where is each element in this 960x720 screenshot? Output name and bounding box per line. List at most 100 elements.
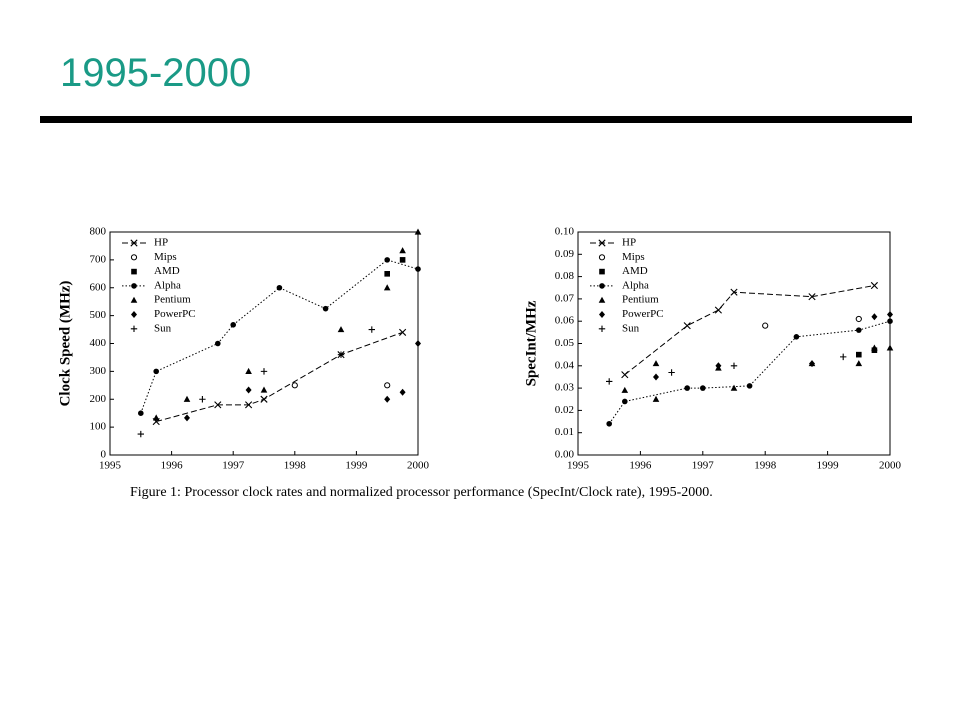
marker	[399, 328, 407, 336]
y-tick-label: 0.05	[555, 337, 575, 349]
marker	[384, 271, 390, 277]
x-tick-label: 2000	[407, 460, 430, 472]
y-tick-label: 0.10	[555, 226, 575, 238]
marker	[606, 378, 613, 385]
legend-label: Sun	[622, 322, 640, 334]
legend-marker	[598, 296, 606, 303]
marker	[621, 386, 629, 393]
x-tick-label: 1999	[817, 460, 840, 472]
legend-label: Mips	[622, 251, 645, 263]
marker	[870, 281, 878, 290]
marker	[415, 266, 421, 272]
legend-label: HP	[154, 237, 168, 249]
legend-label: PowerPC	[622, 308, 664, 320]
marker	[138, 410, 144, 416]
marker	[245, 367, 252, 374]
marker	[399, 257, 406, 263]
marker	[730, 288, 738, 296]
marker	[871, 344, 878, 351]
legend-marker	[130, 239, 138, 247]
marker	[384, 395, 391, 403]
y-tick-label: 0.00	[555, 449, 575, 461]
marker	[886, 344, 894, 351]
y-axis-label: SpecInt/MHz	[523, 300, 539, 386]
marker	[622, 398, 628, 405]
y-tick-label: 0.06	[555, 315, 575, 327]
legend-marker	[130, 325, 138, 332]
marker	[230, 322, 236, 328]
y-tick-label: 700	[90, 253, 107, 265]
legend-marker	[598, 239, 606, 247]
marker	[683, 322, 691, 330]
marker	[730, 362, 738, 369]
marker	[714, 306, 722, 314]
marker	[415, 340, 421, 347]
marker	[384, 257, 391, 263]
marker	[368, 326, 375, 333]
y-tick-label: 100	[90, 421, 107, 433]
y-tick-label: 0.03	[555, 382, 575, 394]
marker	[260, 395, 268, 403]
marker	[245, 386, 252, 394]
legend-marker	[131, 283, 137, 289]
marker	[337, 326, 345, 333]
marker	[652, 395, 660, 402]
legend-label: Alpha	[622, 279, 649, 291]
marker	[715, 362, 722, 370]
marker	[399, 388, 406, 396]
marker	[871, 313, 878, 321]
marker	[855, 360, 863, 367]
legend-marker	[131, 311, 137, 318]
legend-marker	[598, 325, 606, 332]
marker	[260, 386, 268, 393]
y-tick-label: 600	[90, 281, 107, 293]
marker	[337, 351, 345, 358]
y-tick-label: 0.08	[555, 270, 575, 282]
x-tick-label: 1995	[567, 460, 590, 472]
marker	[291, 382, 298, 389]
marker	[855, 315, 862, 323]
y-axis-label: Clock Speed (MHz)	[57, 281, 73, 407]
legend-label: Pentium	[154, 294, 191, 306]
x-tick-label: 1999	[345, 460, 368, 472]
marker	[214, 401, 222, 409]
y-tick-label: 800	[90, 226, 107, 238]
x-tick-label: 1997	[222, 460, 245, 472]
legend-marker	[599, 311, 605, 318]
marker	[152, 414, 160, 421]
y-tick-label: 0.09	[555, 248, 575, 260]
y-tick-label: 200	[90, 393, 107, 405]
marker	[260, 368, 268, 375]
marker	[414, 228, 422, 235]
marker	[762, 322, 769, 329]
marker	[746, 383, 753, 389]
legend-label: Mips	[154, 251, 177, 263]
marker	[183, 395, 191, 402]
legend-label: Alpha	[154, 279, 181, 291]
marker	[840, 353, 847, 361]
marker	[153, 368, 159, 375]
marker	[184, 414, 190, 422]
x-tick-label: 2000	[879, 460, 902, 472]
y-tick-label: 400	[90, 337, 107, 349]
marker	[215, 340, 221, 347]
marker	[700, 385, 706, 391]
marker	[856, 327, 862, 333]
y-tick-label: 0.04	[555, 359, 575, 371]
marker	[684, 385, 690, 391]
marker	[793, 334, 800, 340]
slide-title: 1995-2000	[60, 51, 251, 95]
x-tick-label: 1996	[161, 460, 184, 472]
y-tick-label: 0	[101, 449, 107, 461]
figure-caption: Figure 1: Processor clock rates and norm…	[130, 485, 713, 500]
legend-label: AMD	[154, 265, 180, 277]
marker	[383, 284, 391, 291]
series-line	[608, 320, 891, 425]
marker	[245, 401, 253, 409]
marker	[730, 384, 738, 391]
marker	[887, 318, 893, 325]
legend-marker	[130, 254, 138, 261]
y-tick-label: 0.07	[555, 292, 575, 304]
x-tick-label: 1997	[692, 460, 715, 472]
